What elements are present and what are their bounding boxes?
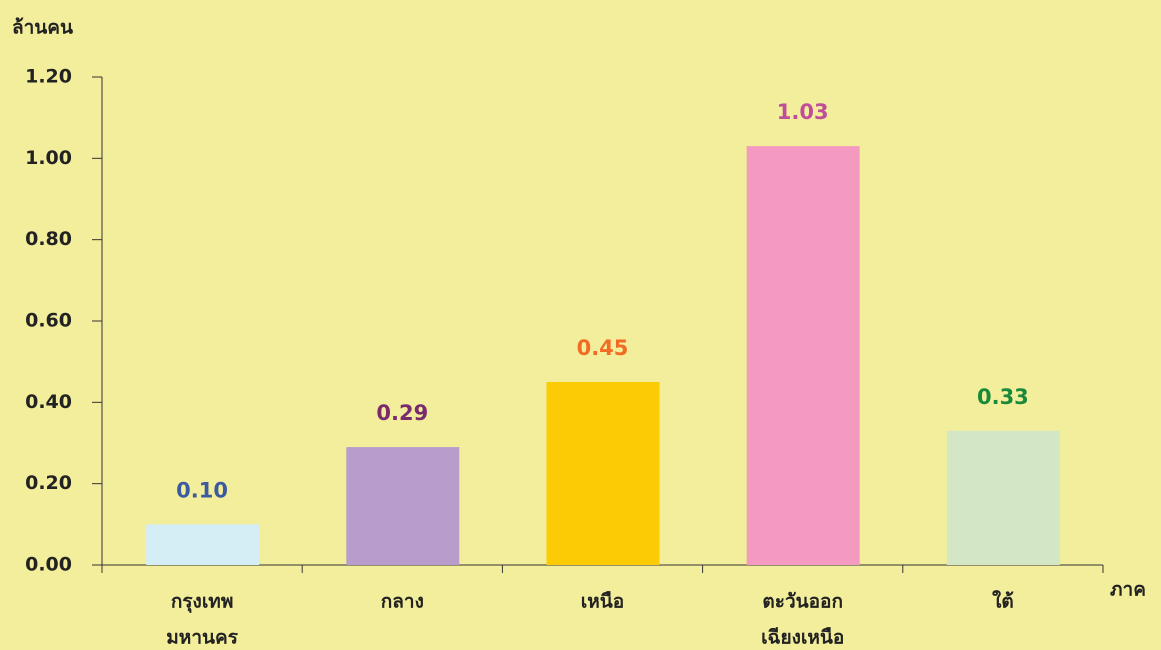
y-tick-label: 0.20 — [25, 472, 72, 494]
x-tick-label: กรุงเทพ — [171, 591, 234, 614]
bar — [746, 146, 860, 565]
x-tick-label: ใต้ — [992, 590, 1014, 613]
x-tick-label: กลาง — [381, 591, 424, 613]
x-tick-label: เฉียงเหนือ — [761, 627, 844, 649]
x-tick-label: เหนือ — [581, 591, 624, 613]
y-tick-label: 0.00 — [25, 554, 72, 576]
value-label: 1.03 — [777, 100, 829, 124]
y-tick-label: 0.40 — [25, 391, 72, 413]
x-tick-label: ตะวันออก — [762, 591, 843, 613]
bar — [946, 430, 1060, 565]
value-label: 0.29 — [376, 401, 428, 425]
value-label: 0.45 — [577, 336, 629, 360]
bar — [146, 524, 260, 565]
bar — [346, 447, 460, 565]
y-tick-label: 1.20 — [25, 66, 72, 88]
y-tick-label: 0.60 — [25, 310, 72, 332]
x-axis-label: ภาค — [1110, 579, 1146, 601]
bar — [546, 382, 660, 565]
value-label: 0.10 — [176, 478, 228, 502]
y-tick-label: 0.80 — [25, 228, 72, 250]
y-axis-label: ล้านคน — [12, 17, 73, 39]
y-tick-label: 1.00 — [25, 147, 72, 169]
x-tick-label: มหานคร — [166, 627, 238, 649]
value-label: 0.33 — [977, 385, 1029, 409]
